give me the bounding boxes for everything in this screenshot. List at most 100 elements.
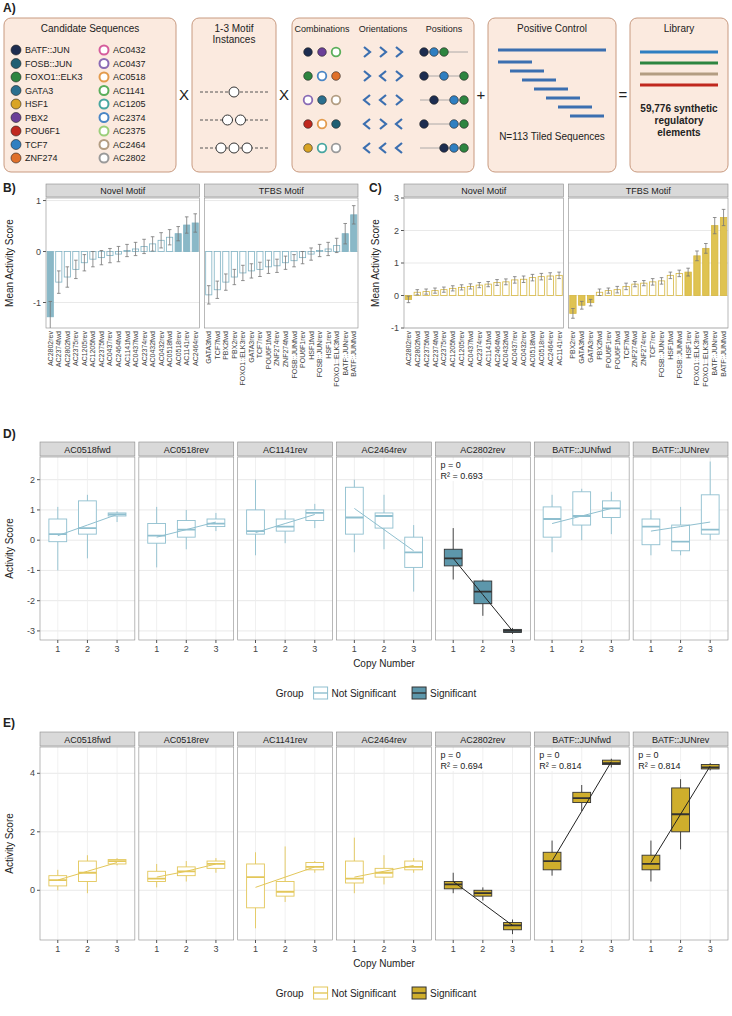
error-bar xyxy=(275,259,279,272)
tick-label: TCF7rev xyxy=(256,331,263,359)
error-cap xyxy=(486,281,490,282)
chevron xyxy=(380,47,386,57)
plot-frame xyxy=(633,747,728,940)
error-line xyxy=(84,255,85,271)
motif-dot xyxy=(420,48,429,57)
motif-dot xyxy=(11,140,21,150)
bar xyxy=(703,248,709,295)
tick xyxy=(117,940,118,943)
error-cap xyxy=(258,262,262,263)
motif-dot xyxy=(304,72,313,81)
tick xyxy=(37,479,40,480)
tick-label: FOSB::JUNfwd xyxy=(676,331,683,379)
tick-label: AC2802fwd xyxy=(64,331,71,367)
grid-line xyxy=(581,457,582,640)
error-bar xyxy=(284,256,288,269)
bars xyxy=(405,272,562,303)
error-line xyxy=(118,246,119,261)
boxes xyxy=(345,480,422,592)
plot-frame xyxy=(435,747,530,940)
median xyxy=(345,517,363,519)
tick-label: PBX2fwd xyxy=(596,331,603,360)
motif-dot xyxy=(100,140,109,149)
error-cap xyxy=(642,285,646,286)
tick xyxy=(680,940,681,943)
tick-label: AC0518rev xyxy=(175,331,182,367)
box xyxy=(345,861,363,883)
error-bar xyxy=(722,209,726,225)
motif-dot xyxy=(100,127,109,136)
error-line xyxy=(234,269,235,284)
error-cap xyxy=(207,304,211,305)
grid-line xyxy=(680,747,681,940)
tick-label: ZNF274fwd xyxy=(631,331,638,367)
strip xyxy=(633,442,728,456)
error-line xyxy=(319,244,320,256)
tick-label: BATF::JUNfwd xyxy=(720,331,727,377)
error-cap xyxy=(624,283,628,284)
facet-title: AC0518fwd xyxy=(64,735,111,745)
tick-label: BATF::JUNrev xyxy=(711,331,718,376)
facet-title: AC2802rev xyxy=(460,445,506,455)
motif-label: AC0432 xyxy=(113,45,146,55)
grid-line xyxy=(552,747,553,940)
grid-line xyxy=(611,457,612,640)
annotation: p = 0 xyxy=(638,750,658,760)
annotation-bg xyxy=(538,761,582,771)
tick xyxy=(512,940,513,943)
motif-dot xyxy=(430,48,439,57)
element xyxy=(640,62,718,65)
error-line xyxy=(452,286,453,291)
grid-line xyxy=(710,457,711,640)
motif-dot xyxy=(304,144,313,153)
box xyxy=(292,18,474,172)
chevron xyxy=(396,143,402,153)
error-cap xyxy=(540,273,544,274)
box xyxy=(4,18,176,172)
tick-label: FOXO1::ELK3rev xyxy=(693,331,700,386)
tick-label: BATF::JUNrev xyxy=(342,331,349,376)
error-cap xyxy=(326,255,330,256)
tick xyxy=(401,230,404,231)
error-cap xyxy=(607,288,611,289)
tick-label: -1 xyxy=(391,323,399,333)
tick-label: AC0518fwd xyxy=(166,331,173,367)
error-cap xyxy=(713,217,717,218)
bars xyxy=(47,214,198,328)
motif-label: POU6F1 xyxy=(25,126,60,136)
tick xyxy=(552,940,553,943)
error-bar xyxy=(504,279,508,285)
tick xyxy=(401,263,404,264)
boxes xyxy=(642,763,719,881)
plot-area xyxy=(569,198,729,328)
box xyxy=(207,861,225,868)
error-line xyxy=(336,238,337,252)
error-line xyxy=(259,262,260,276)
error-cap xyxy=(442,287,446,288)
error-cap xyxy=(531,274,535,275)
error-line xyxy=(572,309,573,319)
error-bar xyxy=(100,251,104,265)
plot-area xyxy=(534,747,629,940)
plot-area xyxy=(139,747,234,940)
tick-label: AC0432fwd xyxy=(502,331,509,367)
error-line xyxy=(550,273,551,280)
box xyxy=(49,519,67,542)
median xyxy=(573,797,591,799)
grid-line xyxy=(255,457,256,640)
operator: X xyxy=(179,86,189,103)
tick-label: 3 xyxy=(609,644,614,654)
tick xyxy=(384,940,385,943)
plot-frame xyxy=(337,747,432,940)
error-cap xyxy=(284,269,288,270)
boxes xyxy=(49,495,126,571)
tile xyxy=(570,115,604,118)
tick-label: 2 xyxy=(579,644,584,654)
error-line xyxy=(353,206,354,224)
error-bar xyxy=(522,276,526,283)
line: elements xyxy=(657,127,701,138)
error-bar xyxy=(615,286,619,293)
tick-label: AC1205fwd xyxy=(449,331,456,367)
tick-label: 2 xyxy=(394,226,399,236)
tick-label: PBX2rev xyxy=(231,331,238,359)
